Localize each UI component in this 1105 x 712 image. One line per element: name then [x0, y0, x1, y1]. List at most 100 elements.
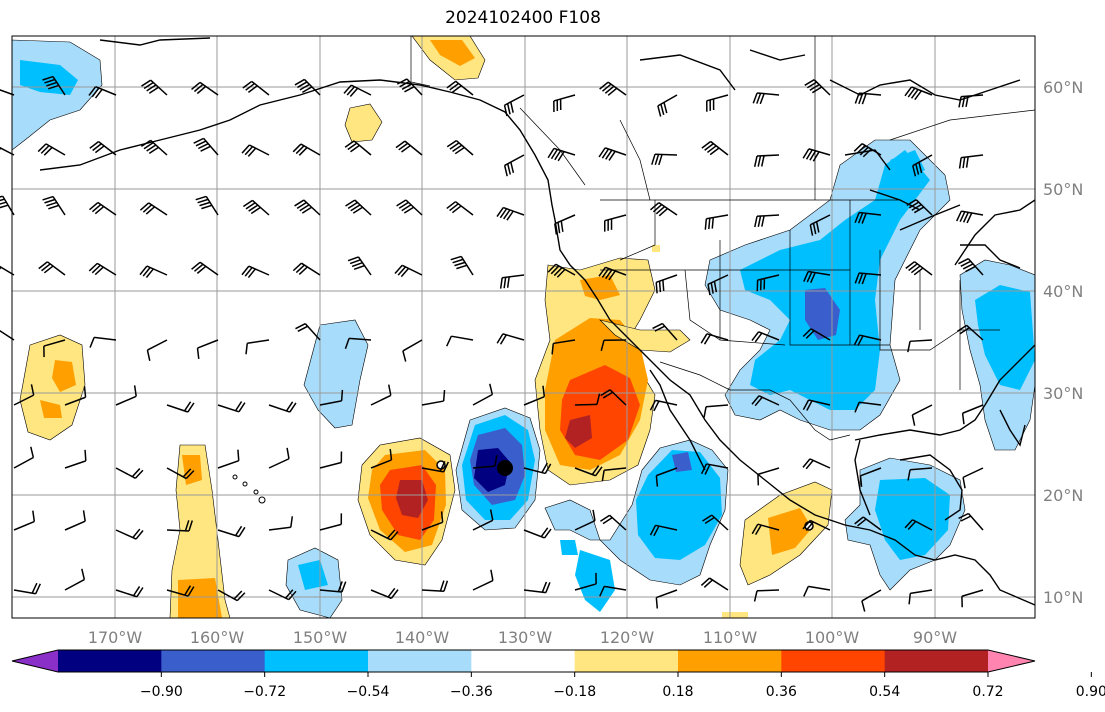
wind-barb [574, 509, 596, 531]
wind-barb [553, 94, 576, 112]
wind-barb [956, 324, 984, 341]
wind-barb [64, 449, 87, 469]
wind-barb [472, 455, 498, 469]
wind-barb [446, 201, 474, 216]
wind-barb [319, 389, 344, 406]
wind-barb [854, 211, 882, 224]
wind-barb [295, 323, 321, 341]
wind-barb [13, 510, 36, 531]
lat-label: 30°N [1043, 384, 1083, 403]
colorbar-segment [678, 650, 782, 672]
wind-barb [140, 139, 168, 156]
wind-barb [704, 214, 729, 230]
wind-barb [139, 202, 168, 216]
tropical-storm-marker [497, 460, 513, 476]
wind-barb [166, 585, 195, 597]
wind-barb [13, 384, 35, 406]
wind-barb [217, 589, 246, 602]
wind-barb [421, 390, 446, 406]
wind-barb [854, 516, 882, 531]
wind-barb [655, 589, 678, 609]
wind-barb [89, 336, 117, 348]
wind-barbs [0, 75, 984, 612]
wind-barb [343, 84, 372, 98]
wind-barb [756, 274, 780, 292]
wind-barb [446, 80, 474, 96]
wind-barb [193, 137, 219, 156]
wind-barb [574, 572, 597, 591]
wind-barb [319, 451, 343, 469]
wind-barb [702, 514, 729, 531]
colorbar-extend-max [988, 650, 1035, 672]
wind-barb [88, 262, 117, 276]
wind-barb [753, 589, 780, 602]
wind-barb [43, 339, 66, 358]
wind-barb [958, 512, 984, 531]
wind-barb [907, 339, 933, 353]
wind-barb [268, 401, 297, 413]
wind-barb [962, 467, 984, 489]
wind-barb [347, 256, 372, 276]
wind-barb [195, 195, 219, 216]
wind-barb [0, 89, 15, 96]
wind-barb [115, 385, 137, 406]
wind-barb [64, 568, 86, 591]
wind-barb [961, 404, 984, 425]
wind-barb [37, 143, 66, 156]
wind-barb [905, 261, 933, 276]
map-title: 2024102400 F108 [445, 8, 601, 28]
lon-labels: 170°W 160°W 150°W 140°W 130°W 120°W 110°… [88, 628, 957, 647]
colorbar-tick-label: −0.72 [243, 684, 286, 700]
wind-barb [802, 458, 831, 470]
wind-barb [42, 75, 66, 96]
lat-label: 50°N [1043, 180, 1083, 199]
wind-barb [908, 589, 933, 605]
colorbar-tick-label: 0.18 [662, 684, 693, 700]
wind-barb [911, 404, 933, 426]
wind-barb [554, 214, 576, 235]
wind-barb [292, 143, 321, 156]
wind-barb [139, 265, 168, 278]
colorbar-tick-label: 0.54 [869, 684, 900, 700]
wind-barb [370, 448, 393, 469]
wind-barb [649, 399, 678, 412]
wind-barb [89, 141, 117, 156]
wind-barb [38, 261, 66, 276]
wind-barb [547, 263, 576, 278]
wind-barb [242, 199, 270, 216]
wind-barb [574, 393, 601, 406]
wind-barb [809, 214, 831, 236]
wind-barb [115, 528, 144, 540]
wind-barb [751, 331, 780, 343]
wind-barb [42, 195, 66, 216]
wind-barb [958, 154, 984, 169]
wind-barb [700, 577, 729, 591]
lat-label: 40°N [1043, 282, 1083, 301]
wind-barb [707, 274, 729, 296]
wind-barb [599, 585, 627, 597]
wind-barb [319, 581, 347, 593]
wind-barb [88, 85, 117, 99]
lon-label: 160°W [190, 628, 245, 647]
wind-barb [344, 337, 372, 350]
colorbar-segment [368, 650, 472, 672]
wind-barb [268, 589, 297, 601]
wind-barb [396, 78, 423, 96]
wind-barb [854, 92, 882, 105]
wind-barb [649, 524, 678, 537]
wind-barb [802, 519, 831, 531]
wind-barb [651, 153, 678, 166]
wind-barb [472, 509, 494, 531]
wind-barb [523, 385, 546, 406]
lon-label: 110°W [703, 628, 758, 647]
wind-barb [503, 154, 525, 177]
wind-barb [217, 449, 240, 469]
colorbar-segment [574, 650, 679, 672]
wind-barb [700, 463, 729, 475]
colorbar-segment [471, 650, 576, 672]
wind-barb [370, 587, 399, 600]
hawaii-islands [232, 474, 266, 504]
lon-label: 100°W [805, 628, 860, 647]
wind-barb [955, 210, 984, 224]
